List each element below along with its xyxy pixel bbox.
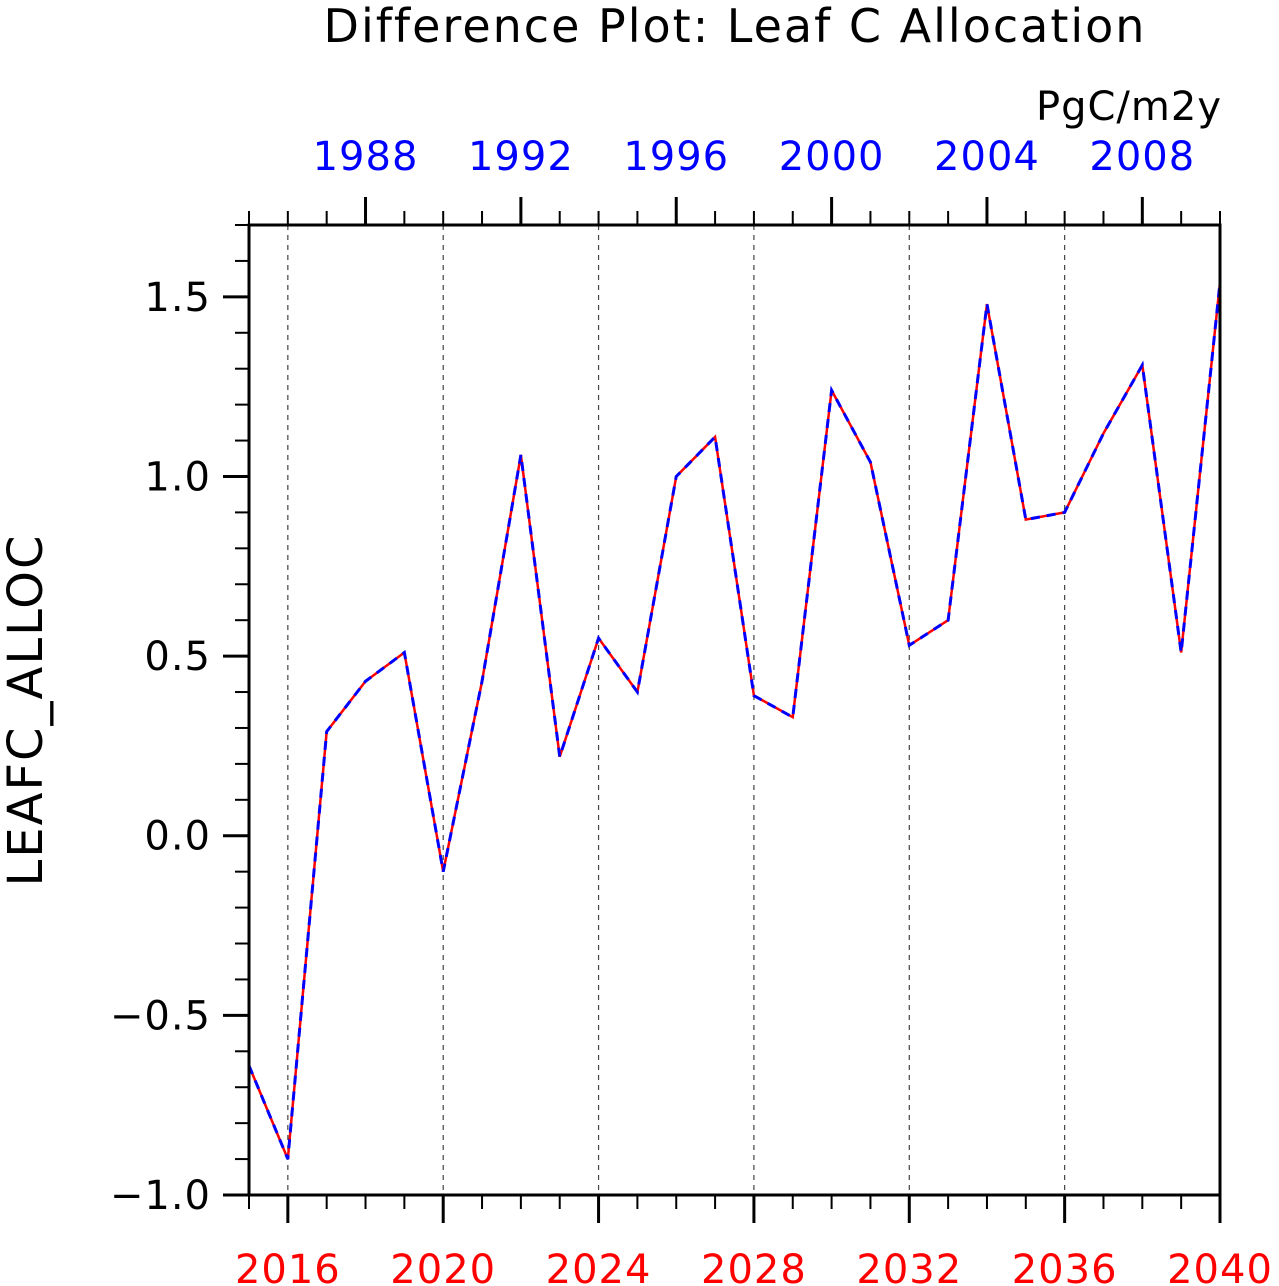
x-bottom-tick-label: 2036 — [1012, 1247, 1118, 1286]
x-top-tick-label: 2008 — [1089, 134, 1195, 180]
plot-frame — [247, 223, 1222, 1197]
x-axis-top: 1988 1992 1996 2000 2004 2008 — [248, 134, 1221, 225]
y-axis-label: LEAFC_ALLOC — [0, 534, 54, 887]
y-axis: −1.0 −0.5 0.0 0.5 1.0 1.5 — [110, 224, 249, 1219]
y-tick-label: 0.0 — [144, 814, 211, 860]
chart-title: Difference Plot: Leaf C Allocation — [324, 0, 1147, 53]
x-bottom-tick-label: 2016 — [235, 1247, 341, 1286]
series-line-red — [247, 282, 1222, 1160]
x-top-tick-label: 1996 — [623, 134, 729, 180]
x-bottom-tick-label: 2020 — [390, 1247, 496, 1286]
units-label: PgC/m2y — [1036, 84, 1222, 130]
x-bottom-tick-label: 2040 — [1167, 1247, 1273, 1286]
series-group — [247, 282, 1222, 1160]
x-top-tick-label: 1988 — [313, 134, 419, 180]
x-axis-bottom: 2016 2020 2024 2028 2032 2036 2040 — [235, 1195, 1273, 1286]
x-bottom-tick-label: 2028 — [701, 1247, 807, 1286]
y-tick-label: −1.0 — [110, 1173, 211, 1219]
y-tick-label: 1.0 — [144, 454, 211, 500]
y-tick-label: −0.5 — [110, 993, 211, 1039]
x-top-tick-label: 2000 — [779, 134, 885, 180]
x-bottom-tick-label: 2024 — [546, 1247, 652, 1286]
y-tick-label: 0.5 — [144, 634, 211, 680]
x-bottom-tick-label: 2032 — [856, 1247, 962, 1286]
grid-lines — [287, 225, 1066, 1195]
y-tick-label: 1.5 — [144, 275, 211, 321]
series-line-blue — [247, 282, 1222, 1160]
x-top-tick-label: 1992 — [468, 134, 574, 180]
x-top-tick-label: 2004 — [934, 134, 1040, 180]
